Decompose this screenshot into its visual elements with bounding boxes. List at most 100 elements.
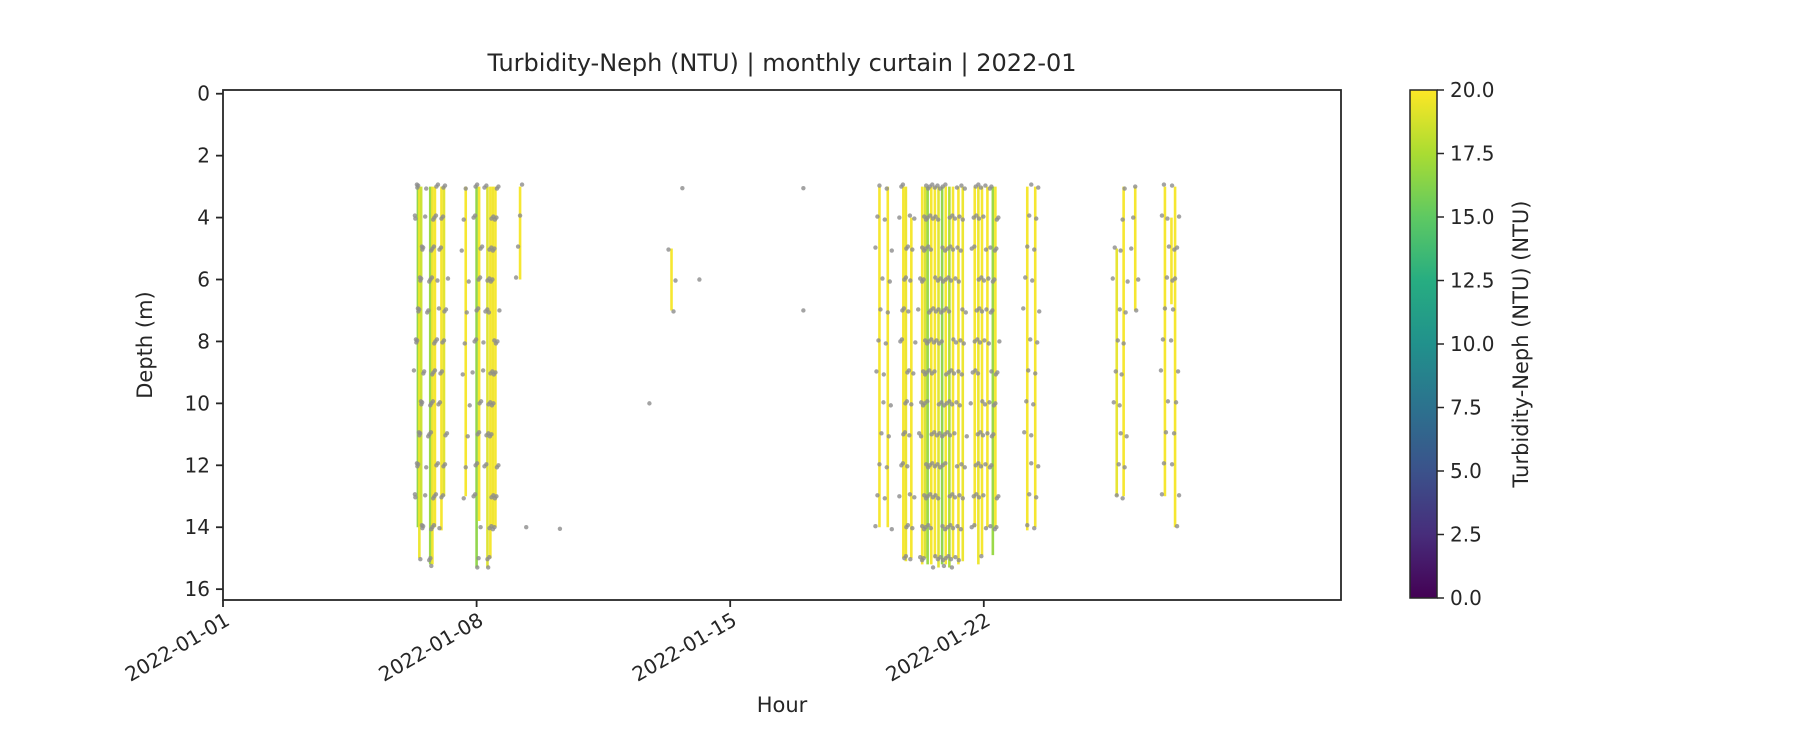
marker-dot	[957, 403, 962, 408]
marker-dot	[1022, 430, 1027, 435]
marker-dot	[979, 553, 984, 559]
marker-dot	[424, 465, 429, 470]
marker-dot	[889, 527, 894, 532]
marker-dot	[428, 430, 434, 435]
colorbar-tick-label: 20.0	[1450, 78, 1495, 102]
marker-dot	[444, 431, 450, 436]
marker-dot	[911, 371, 916, 376]
marker-dot	[955, 245, 960, 250]
y-tick-label: 16	[185, 577, 210, 601]
marker-dot	[963, 310, 968, 315]
y-axis-label: Depth (m)	[133, 291, 157, 398]
marker-dot	[440, 214, 446, 219]
marker-dot	[420, 245, 426, 250]
marker-dot	[950, 247, 956, 252]
marker-dot	[1115, 338, 1120, 343]
marker-dot	[1172, 276, 1178, 281]
marker-dot	[517, 213, 523, 218]
marker-dot	[486, 310, 492, 315]
marker-dot	[464, 310, 469, 315]
marker-dot	[907, 492, 913, 497]
marker-dot	[1120, 496, 1125, 501]
marker-dot	[461, 496, 466, 501]
marker-dot	[937, 431, 942, 436]
marker-dot	[442, 462, 448, 467]
marker-dot	[1123, 310, 1128, 315]
marker-dot	[940, 524, 945, 529]
marker-dot	[903, 553, 909, 559]
marker-dot	[979, 275, 984, 280]
marker-dot	[1112, 245, 1117, 250]
marker-dot	[1036, 464, 1041, 469]
marker-dot	[459, 248, 464, 253]
marker-dot	[476, 555, 481, 561]
marker-dot	[988, 245, 993, 250]
marker-dot	[1174, 245, 1180, 250]
marker-dot	[978, 464, 984, 469]
marker-dot	[906, 309, 911, 314]
marker-dot	[962, 186, 967, 191]
marker-dot	[951, 337, 956, 342]
marker-dot	[918, 434, 924, 439]
marker-dot	[1133, 184, 1138, 189]
marker-dot	[952, 216, 958, 221]
y-tick-label: 14	[185, 515, 210, 539]
marker-dot	[929, 337, 934, 342]
marker-dot	[981, 493, 986, 498]
x-tick-label: 2022-01-22	[882, 608, 995, 687]
marker-dot	[901, 306, 907, 311]
marker-dot	[961, 341, 966, 346]
marker-dot	[956, 369, 961, 374]
marker-dot	[430, 399, 436, 404]
marker-dot	[413, 495, 418, 500]
marker-dot	[994, 246, 999, 251]
colorbar-tick-label: 10.0	[1450, 332, 1495, 356]
marker-dot	[1176, 493, 1182, 498]
marker-dot	[415, 183, 421, 188]
marker-dot	[951, 371, 957, 376]
marker-dot	[976, 182, 981, 187]
marker-dot	[557, 526, 563, 531]
marker-dot	[443, 307, 449, 312]
marker-dot	[414, 338, 420, 343]
marker-dot	[680, 185, 685, 191]
y-tick-label: 0	[197, 82, 210, 106]
marker-dot	[484, 462, 489, 467]
marker-dot	[475, 565, 480, 570]
marker-dot	[1165, 216, 1170, 221]
marker-dot	[462, 341, 467, 346]
marker-dot	[976, 495, 982, 500]
colorbar-tick-label: 5.0	[1450, 459, 1482, 483]
marker-dot	[441, 338, 447, 343]
marker-dot	[948, 523, 953, 528]
marker-dot	[989, 369, 994, 374]
marker-dot	[1120, 217, 1125, 222]
marker-dot	[466, 279, 471, 284]
x-tick-label: 2022-01-01	[121, 608, 234, 687]
marker-dot	[941, 563, 947, 569]
marker-dot	[432, 368, 438, 373]
marker-dot	[949, 565, 955, 570]
marker-dot	[461, 217, 466, 222]
marker-dot	[958, 338, 963, 343]
marker-dot	[1162, 306, 1168, 311]
marker-dot	[930, 461, 935, 466]
marker-dot	[921, 555, 926, 561]
marker-dot	[494, 215, 499, 220]
marker-dot	[1134, 308, 1139, 313]
marker-dot	[497, 308, 502, 313]
marker-dot	[931, 306, 936, 311]
marker-dot	[983, 183, 988, 188]
marker-dot	[988, 524, 993, 529]
marker-dot	[972, 523, 977, 528]
marker-dot	[981, 278, 987, 283]
marker-dot	[953, 554, 958, 560]
marker-dot	[418, 276, 424, 281]
marker-dot	[885, 310, 890, 315]
marker-dot	[1117, 307, 1122, 312]
marker-dot	[981, 214, 986, 219]
x-axis-ticks: 2022-01-01 2022-01-08 2022-01-15 2022-01-22	[121, 600, 994, 686]
marker-dot	[1032, 526, 1037, 531]
marker-dot	[939, 339, 944, 344]
